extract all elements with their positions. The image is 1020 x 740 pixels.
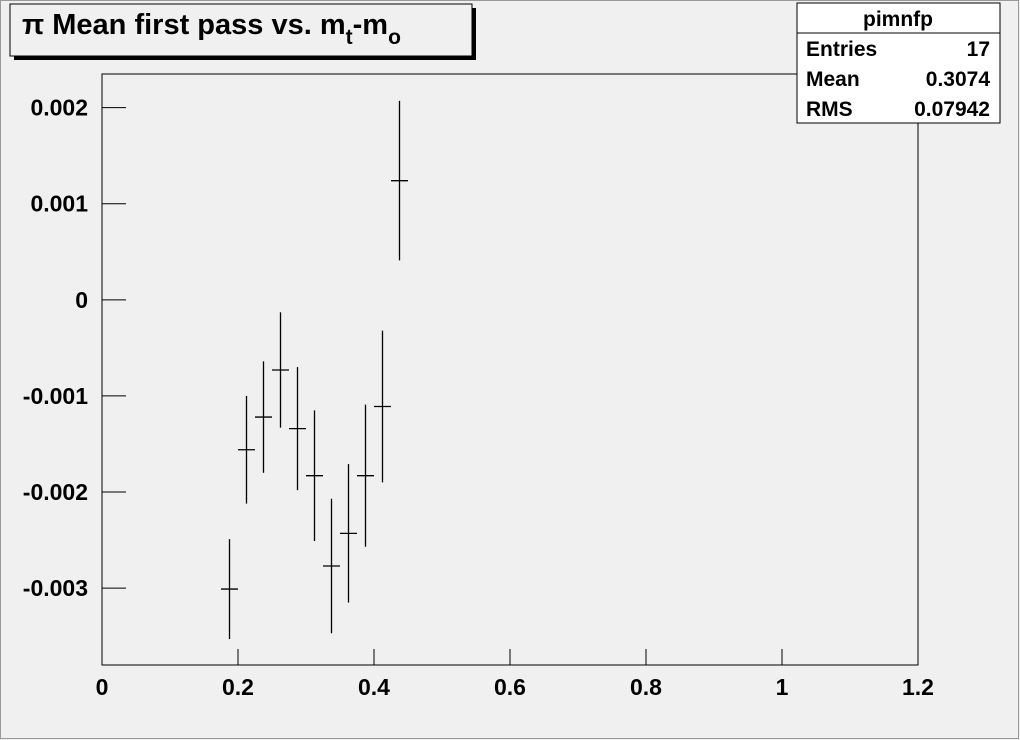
y-tick-label: 0	[75, 287, 88, 313]
stats-value: 0.3074	[926, 68, 991, 91]
title-subscript: t	[346, 26, 353, 49]
stats-label: Mean	[806, 68, 860, 91]
x-tick-label: 0.8	[630, 674, 662, 700]
stats-value: 0.07942	[914, 98, 990, 121]
stats-name: pimnfp	[863, 8, 933, 31]
x-tick-label: 0.2	[222, 674, 254, 700]
x-tick-label: 0.4	[358, 674, 390, 700]
title-part: π Mean first pass vs. m	[22, 9, 346, 41]
stats-box	[796, 2, 1001, 124]
y-tick-label: -0.001	[23, 383, 88, 409]
x-tick-label: 0	[96, 674, 109, 700]
title-subscript: o	[388, 26, 401, 49]
stats-label: RMS	[806, 98, 853, 121]
stats-label: Entries	[806, 38, 877, 61]
plot-frame	[101, 73, 919, 666]
x-tick-label: 1	[776, 674, 789, 700]
stats-value: 17	[967, 38, 990, 61]
x-tick-label: 1.2	[902, 674, 934, 700]
chart-title: π Mean first pass vs. mt-mo	[22, 9, 401, 49]
y-tick-label: -0.003	[23, 575, 88, 601]
title-part: -m	[353, 9, 388, 41]
x-tick-label: 0.6	[494, 674, 526, 700]
y-tick-label: -0.002	[23, 479, 88, 505]
title-box	[9, 3, 473, 57]
y-tick-label: 0.001	[30, 191, 88, 217]
y-tick-label: 0.002	[30, 95, 88, 121]
